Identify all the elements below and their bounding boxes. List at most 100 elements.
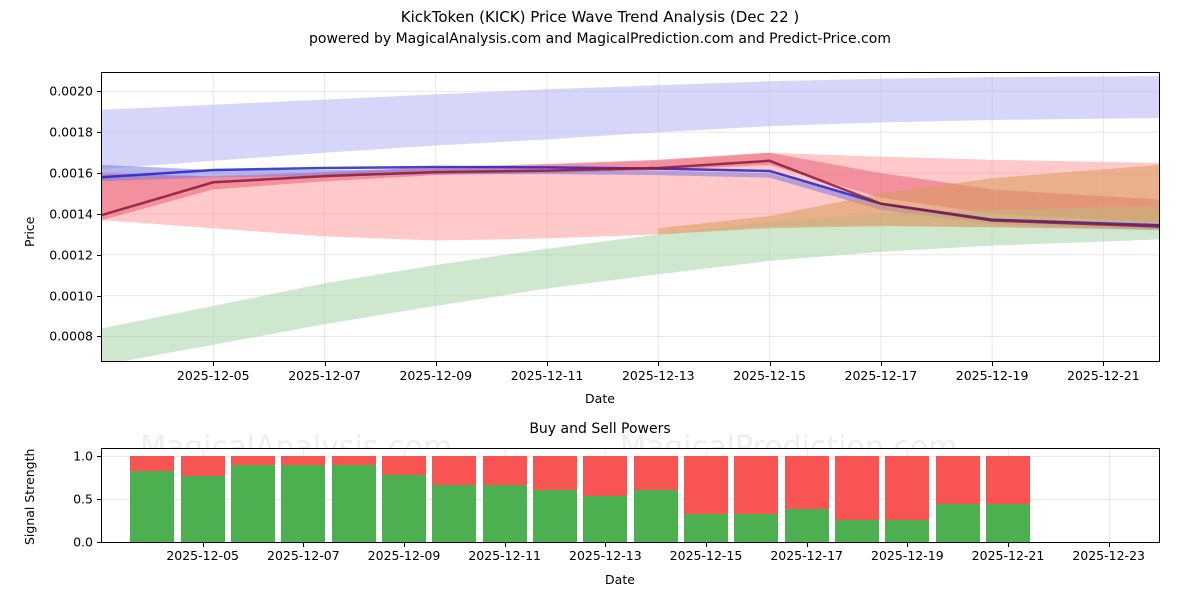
- price-y-tick-label: 0.0010: [49, 288, 93, 304]
- price-x-tick-label: 2025-12-07: [288, 368, 361, 383]
- signal-x-tick-mark: [303, 543, 305, 547]
- buy-sell-bar[interactable]: [633, 449, 678, 542]
- buy-segment: [683, 514, 729, 542]
- sell-segment: [935, 455, 980, 505]
- price-wave-svg: [102, 73, 1159, 361]
- buy-segment: [432, 485, 477, 542]
- buy-segment: [583, 496, 628, 542]
- signal-x-tick-label: 2025-12-17: [770, 548, 843, 563]
- sell-segment: [281, 455, 326, 466]
- buy-sell-gridline: [102, 498, 1159, 500]
- sell-segment: [532, 455, 578, 491]
- bottom-x-axis-label: Date: [605, 572, 635, 587]
- buy-segment: [482, 485, 527, 542]
- signal-strength-axis-label: Signal Strength: [22, 448, 37, 545]
- buy-sell-gridline: [102, 455, 1159, 457]
- price-x-tick-label: 2025-12-13: [621, 368, 695, 383]
- signal-x-tick-label: 2025-12-07: [267, 548, 340, 563]
- band-lower-green-band: [102, 205, 1159, 361]
- price-y-tick-mark: [97, 132, 101, 134]
- price-x-tick-mark: [769, 362, 771, 366]
- buy-sell-bar[interactable]: [180, 449, 225, 542]
- buy-sell-bar[interactable]: [985, 449, 1031, 542]
- sell-segment: [985, 455, 1031, 505]
- signal-x-tick-label: 2025-12-19: [871, 548, 944, 563]
- band-orange-forecast-band: [658, 164, 1159, 235]
- buy-sell-bar[interactable]: [834, 449, 880, 542]
- buy-sell-bar[interactable]: [432, 449, 477, 542]
- buy-segment: [633, 490, 678, 542]
- price-y-tick-label: 0.0012: [49, 247, 93, 263]
- band-upper-blue-band: [102, 76, 1159, 169]
- buy-sell-bar[interactable]: [381, 449, 427, 542]
- buy-sell-bar[interactable]: [583, 449, 628, 542]
- sell-segment: [130, 455, 175, 471]
- buy-segment: [784, 509, 829, 542]
- line-darkred-mid-line: [102, 159, 1159, 228]
- buy-segment: [885, 519, 930, 542]
- buy-segment: [985, 504, 1031, 542]
- buy-segment: [180, 475, 225, 542]
- sell-segment: [230, 455, 276, 466]
- price-x-tick-label: 2025-12-15: [733, 368, 806, 383]
- signal-x-tick-mark: [202, 543, 204, 547]
- signal-x-tick-mark: [605, 543, 607, 547]
- price-y-tick-mark: [97, 295, 101, 297]
- price-y-tick-mark: [97, 173, 101, 175]
- signal-y-tick-label: 0.5: [73, 491, 93, 507]
- sell-segment: [885, 455, 930, 520]
- buy-sell-gridline: [102, 542, 1159, 543]
- price-y-tick-label: 0.0016: [49, 165, 93, 181]
- signal-y-tick-label: 0.0: [73, 534, 93, 550]
- signal-x-tick-mark: [706, 543, 707, 547]
- buy-sell-bar[interactable]: [130, 449, 175, 542]
- price-wave-chart-plot: [101, 72, 1160, 362]
- buy-sell-bar[interactable]: [281, 449, 326, 542]
- price-axis-label: Price: [22, 216, 37, 248]
- sell-segment: [180, 455, 225, 476]
- buy-sell-title: Buy and Sell Powers: [529, 421, 671, 437]
- signal-x-tick-label: 2025-12-11: [468, 548, 541, 563]
- buy-segment: [331, 465, 376, 542]
- buy-segment: [281, 465, 326, 542]
- sell-segment: [432, 455, 477, 486]
- price-x-tick-mark: [435, 362, 437, 366]
- price-y-tick-label: 0.0018: [49, 124, 93, 140]
- sell-segment: [482, 455, 527, 486]
- buy-sell-bar[interactable]: [935, 449, 980, 542]
- price-y-tick-mark: [97, 213, 101, 215]
- buy-segment: [834, 519, 880, 542]
- buy-sell-bar[interactable]: [784, 449, 829, 542]
- signal-x-tick-label: 2025-12-15: [669, 548, 743, 563]
- page-subtitle: powered by MagicalAnalysis.com and Magic…: [309, 31, 891, 47]
- price-y-tick-mark: [97, 91, 101, 93]
- buy-sell-bar[interactable]: [734, 449, 779, 542]
- buy-sell-bar[interactable]: [683, 449, 729, 542]
- signal-x-tick-label: 2025-12-23: [1072, 548, 1145, 563]
- sell-segment: [834, 455, 880, 520]
- price-y-tick-mark: [97, 254, 101, 256]
- buy-sell-chart-plot: [101, 448, 1160, 543]
- page-title: KickToken (KICK) Price Wave Trend Analys…: [400, 8, 800, 26]
- buy-sell-bar[interactable]: [230, 449, 276, 542]
- price-x-tick-mark: [992, 362, 994, 366]
- sell-segment: [381, 455, 427, 475]
- sell-segment: [633, 455, 678, 491]
- buy-sell-bar[interactable]: [532, 449, 578, 542]
- signal-x-tick-mark: [1008, 543, 1009, 547]
- buy-sell-bar[interactable]: [885, 449, 930, 542]
- buy-sell-bar[interactable]: [482, 449, 527, 542]
- sell-segment: [683, 455, 729, 515]
- price-x-tick-mark: [324, 362, 326, 366]
- price-x-tick-mark: [1103, 362, 1105, 366]
- sell-segment: [583, 455, 628, 497]
- sell-segment: [784, 455, 829, 510]
- top-x-axis-label: Date: [585, 391, 615, 406]
- buy-sell-bar[interactable]: [331, 449, 376, 542]
- sell-segment: [734, 455, 779, 515]
- price-x-tick-label: 2025-12-19: [955, 368, 1029, 383]
- price-x-tick-label: 2025-12-11: [510, 368, 584, 383]
- buy-segment: [130, 470, 175, 542]
- sell-segment: [331, 455, 376, 466]
